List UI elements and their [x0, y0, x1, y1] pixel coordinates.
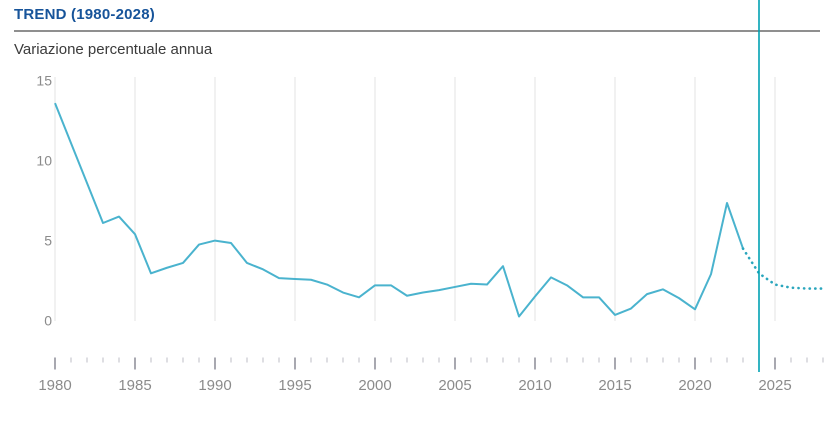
svg-text:2025: 2025: [758, 377, 791, 394]
svg-text:1985: 1985: [118, 377, 151, 394]
svg-text:2020: 2020: [678, 377, 711, 394]
svg-text:10: 10: [36, 153, 52, 169]
svg-text:0: 0: [44, 313, 52, 329]
chart-ylabel: Variazione percentuale annua: [14, 41, 213, 58]
title-divider: [14, 30, 820, 32]
svg-text:2005: 2005: [438, 377, 471, 394]
svg-text:1990: 1990: [198, 377, 231, 394]
svg-text:1995: 1995: [278, 377, 311, 394]
svg-text:2010: 2010: [518, 377, 551, 394]
svg-text:5: 5: [44, 233, 52, 249]
svg-text:1980: 1980: [38, 377, 71, 394]
svg-text:15: 15: [36, 73, 52, 89]
svg-text:2015: 2015: [598, 377, 631, 394]
svg-text:2000: 2000: [358, 377, 391, 394]
panel-title: TREND (1980-2028): [14, 6, 155, 23]
